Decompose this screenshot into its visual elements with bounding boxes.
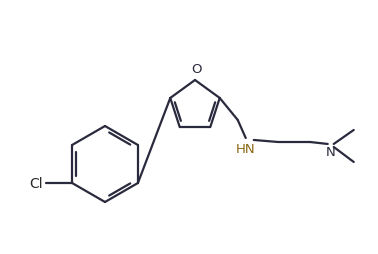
Text: N: N — [326, 145, 336, 158]
Text: O: O — [192, 63, 202, 76]
Text: Cl: Cl — [29, 176, 43, 190]
Text: HN: HN — [236, 142, 256, 155]
